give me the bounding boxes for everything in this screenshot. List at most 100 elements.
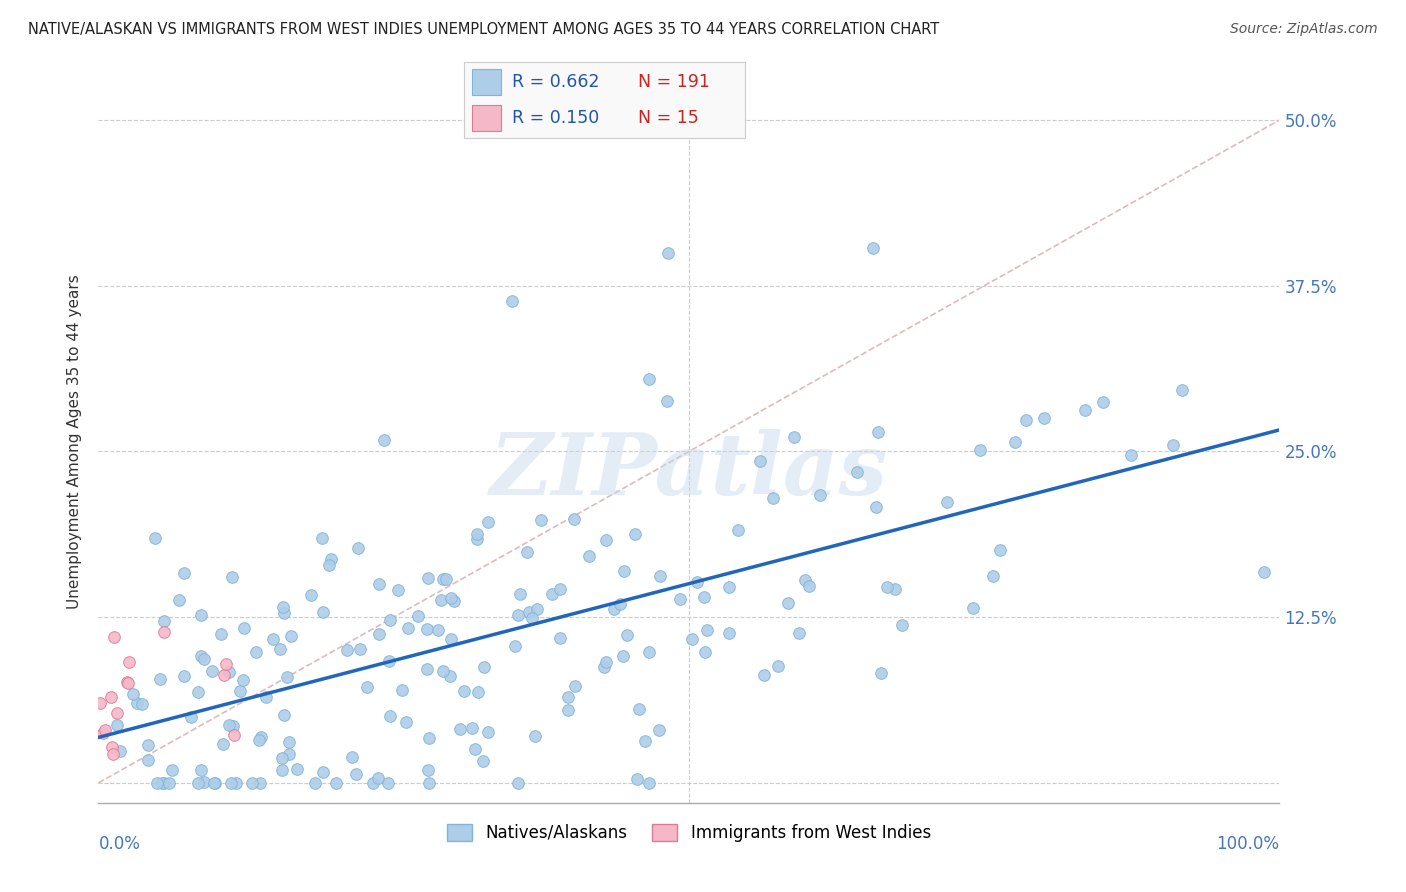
- Point: [344, 766, 367, 780]
- Point: [503, 639, 526, 653]
- Point: [115, 674, 138, 689]
- Point: [638, 776, 661, 790]
- Point: [797, 579, 820, 593]
- Point: [548, 582, 571, 597]
- Point: [271, 751, 294, 765]
- Point: [1004, 434, 1026, 449]
- Point: [693, 590, 716, 604]
- Point: [439, 669, 461, 683]
- Point: [285, 763, 308, 777]
- Point: [990, 543, 1012, 558]
- Point: [349, 642, 371, 657]
- Point: [367, 771, 389, 785]
- Point: [395, 715, 418, 730]
- Point: [187, 776, 209, 790]
- Point: [190, 763, 212, 777]
- Point: [233, 621, 256, 635]
- Point: [695, 645, 717, 659]
- Point: [146, 776, 169, 790]
- Text: R = 0.150: R = 0.150: [512, 109, 599, 127]
- Text: N = 15: N = 15: [638, 109, 699, 127]
- Point: [846, 466, 869, 480]
- Point: [209, 627, 232, 641]
- Point: [1161, 438, 1184, 452]
- Text: R = 0.662: R = 0.662: [512, 73, 599, 91]
- Point: [127, 697, 149, 711]
- Point: [202, 776, 225, 790]
- Point: [657, 245, 679, 260]
- Point: [522, 611, 544, 625]
- Point: [516, 545, 538, 559]
- Point: [201, 664, 224, 678]
- Point: [638, 645, 661, 659]
- Point: [121, 687, 143, 701]
- Point: [222, 728, 245, 742]
- Point: [717, 580, 740, 594]
- Point: [541, 587, 564, 601]
- Point: [173, 669, 195, 683]
- Point: [396, 621, 419, 635]
- Point: [686, 574, 709, 589]
- Point: [616, 627, 638, 641]
- Point: [270, 763, 292, 777]
- Point: [214, 657, 236, 672]
- Point: [269, 641, 291, 656]
- Point: [432, 665, 454, 679]
- Point: [467, 685, 489, 699]
- Point: [628, 702, 651, 716]
- Point: [187, 684, 209, 698]
- Point: [1253, 565, 1275, 579]
- Point: [638, 372, 661, 386]
- Point: [1074, 403, 1097, 417]
- Point: [219, 776, 242, 790]
- Point: [440, 591, 463, 606]
- Point: [229, 684, 252, 698]
- Point: [593, 659, 616, 673]
- Point: [149, 672, 172, 686]
- Point: [153, 614, 176, 628]
- Point: [752, 667, 775, 681]
- Point: [193, 775, 215, 789]
- Point: [866, 425, 889, 439]
- Point: [222, 719, 245, 733]
- Point: [524, 729, 547, 743]
- Text: 0.0%: 0.0%: [98, 835, 141, 854]
- Point: [108, 743, 131, 757]
- Point: [150, 776, 173, 790]
- Text: Source: ZipAtlas.com: Source: ZipAtlas.com: [1230, 22, 1378, 37]
- Point: [1092, 394, 1115, 409]
- Point: [212, 737, 235, 751]
- Point: [221, 570, 243, 584]
- Point: [862, 241, 884, 255]
- Point: [245, 645, 267, 659]
- Point: [969, 442, 991, 457]
- Point: [1015, 413, 1038, 427]
- Point: [190, 608, 212, 623]
- Point: [204, 776, 226, 790]
- Point: [218, 718, 240, 732]
- Point: [427, 623, 450, 637]
- Point: [311, 531, 333, 545]
- Point: [509, 587, 531, 601]
- Point: [368, 627, 391, 641]
- Point: [1119, 448, 1142, 462]
- Point: [138, 753, 160, 767]
- Text: N = 191: N = 191: [638, 73, 710, 91]
- Point: [526, 602, 548, 616]
- Point: [190, 649, 212, 664]
- Point: [613, 564, 636, 578]
- Point: [105, 706, 128, 720]
- Point: [416, 763, 439, 777]
- Point: [254, 690, 277, 705]
- Point: [273, 607, 295, 621]
- Point: [118, 656, 141, 670]
- Point: [508, 608, 530, 623]
- Point: [136, 738, 159, 752]
- Point: [768, 659, 790, 673]
- Point: [160, 763, 183, 777]
- Point: [530, 513, 553, 527]
- Point: [432, 573, 454, 587]
- Point: [367, 577, 389, 591]
- Point: [143, 532, 166, 546]
- Point: [517, 605, 540, 619]
